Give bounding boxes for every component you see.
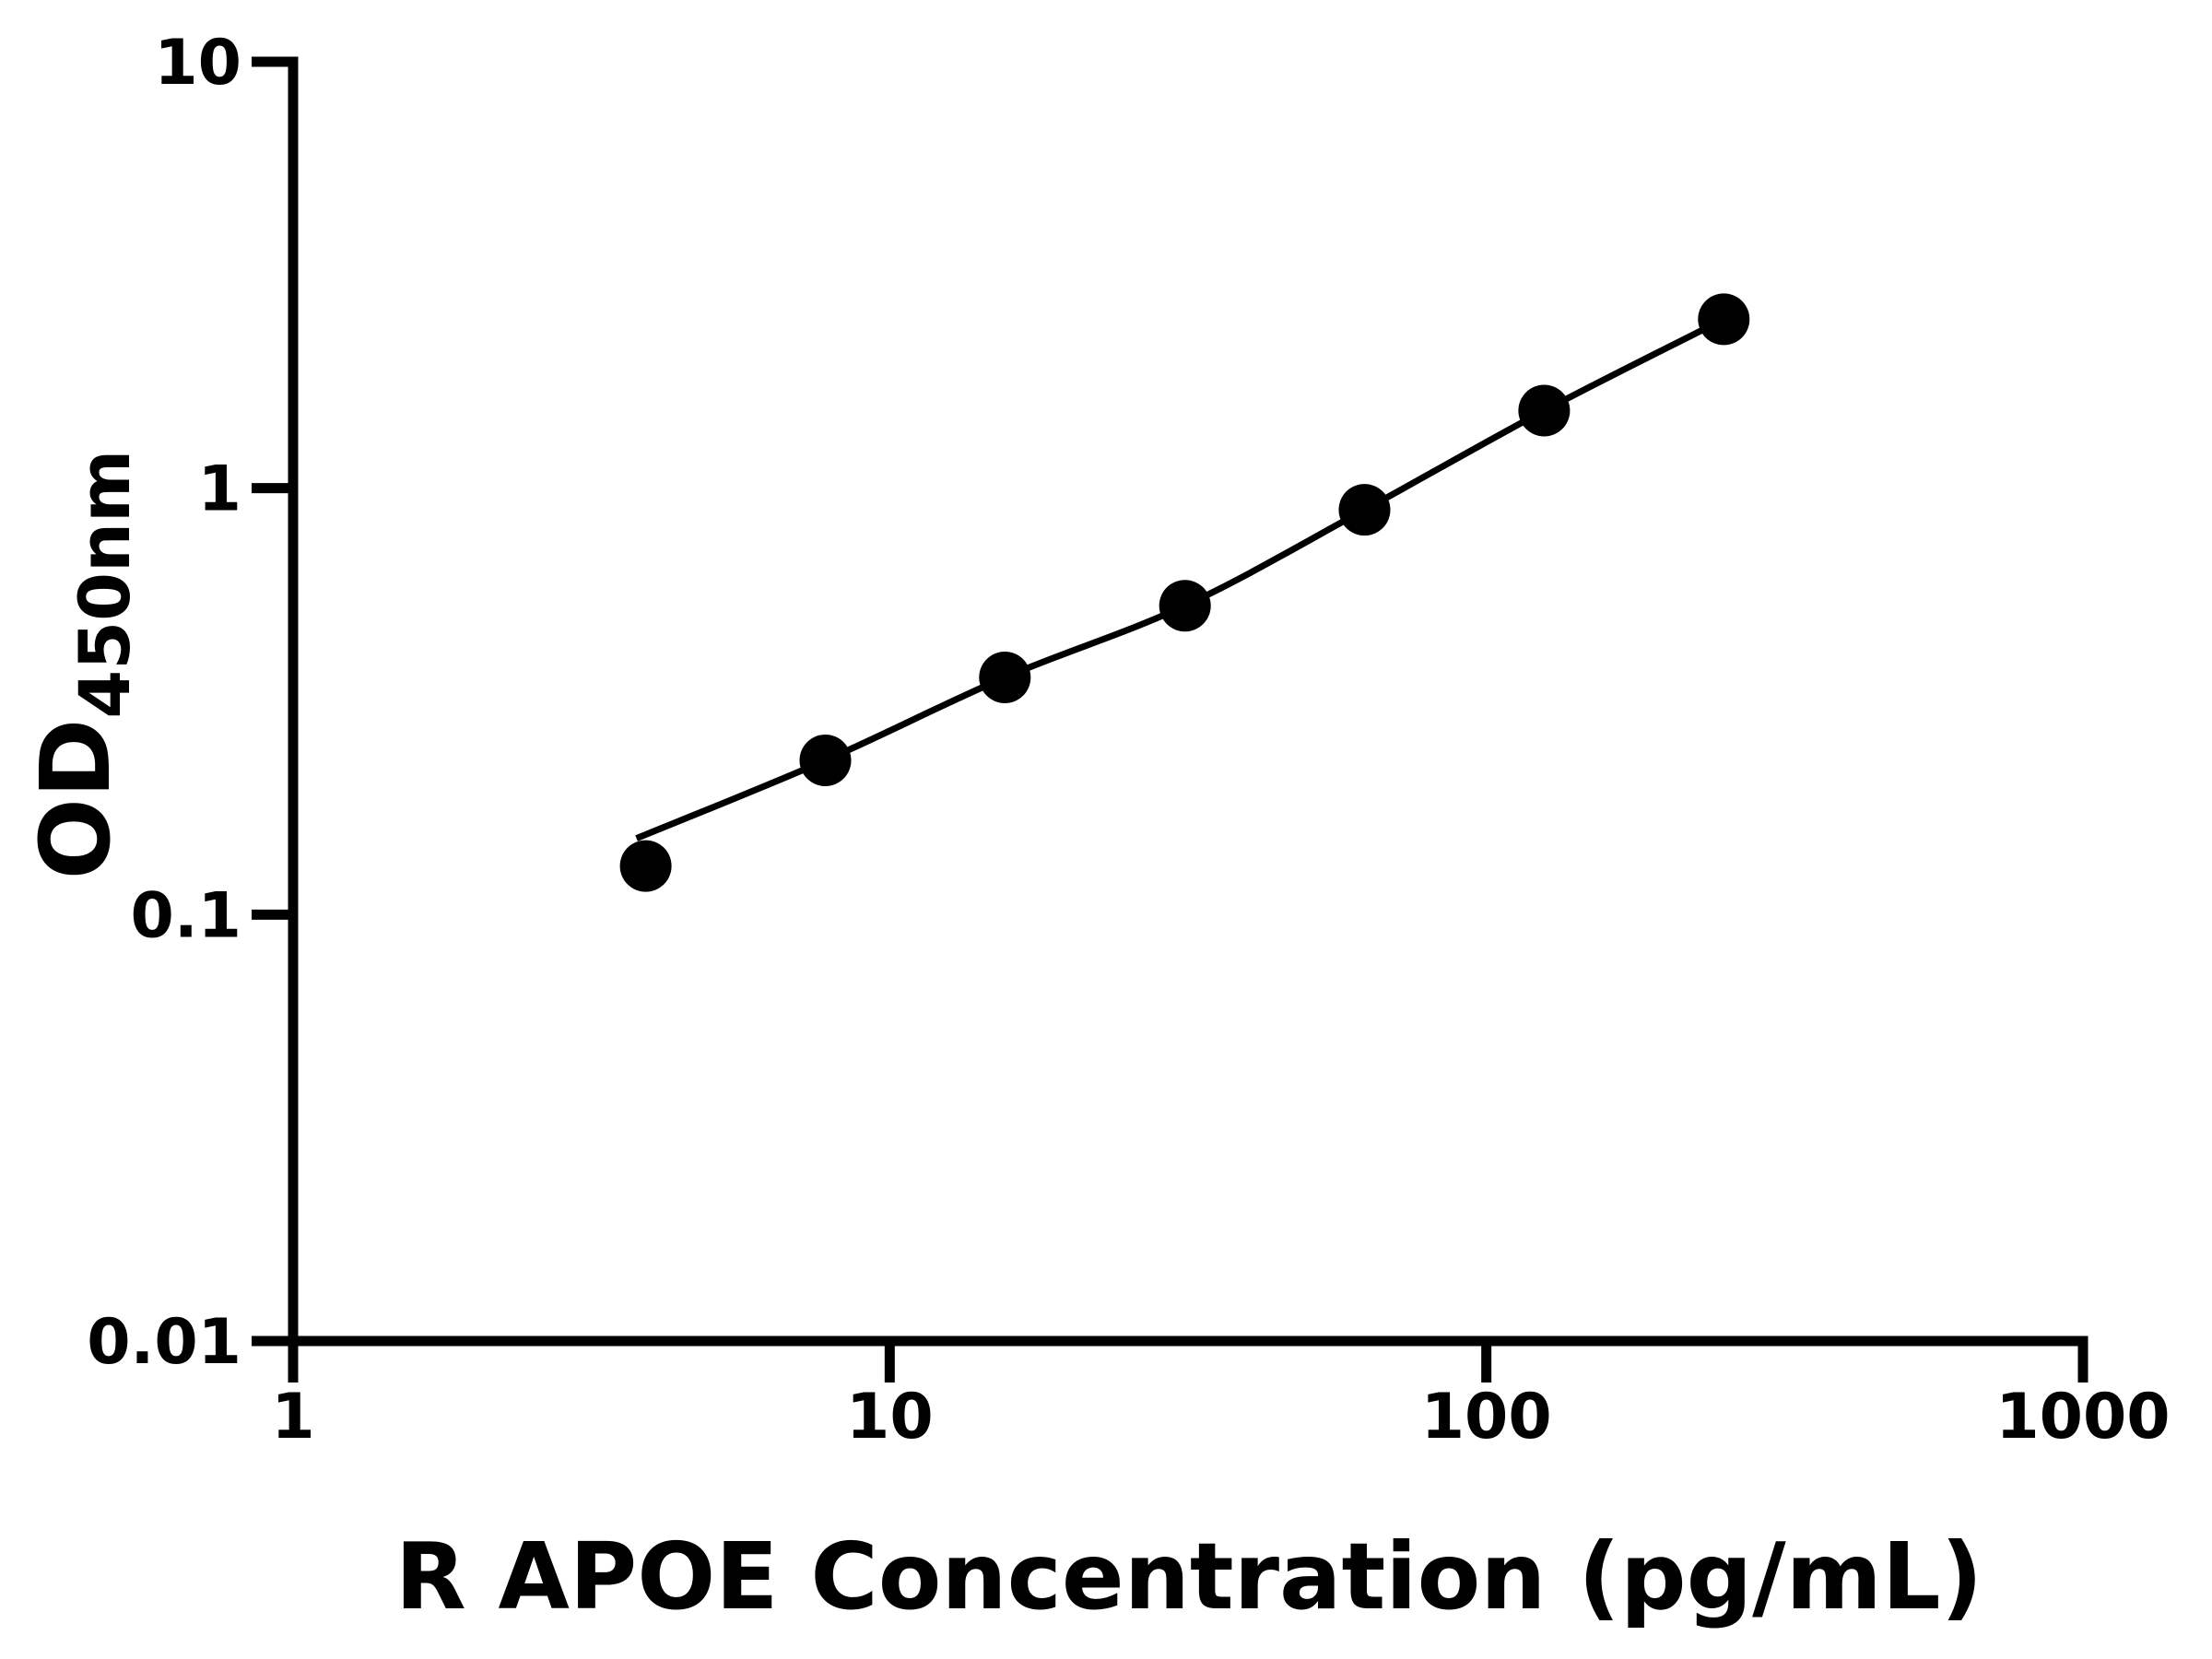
data-point-marker: [1698, 293, 1750, 346]
y-axis-title-subscript: 450nm: [64, 450, 146, 719]
x-tick-label: 1000: [1995, 1381, 2170, 1453]
data-series-layer: [619, 293, 1750, 892]
y-axis-title-main: OD: [19, 719, 132, 880]
x-axis-ticks: [288, 1341, 2088, 1382]
axis-spines: [288, 56, 2088, 1347]
data-point-marker: [619, 840, 672, 892]
data-point-marker: [1159, 580, 1211, 632]
data-point-marker: [1518, 384, 1571, 437]
y-tick-label: 1: [198, 453, 241, 526]
y-axis-title: OD450nm: [19, 450, 146, 880]
y-axis-ticks: [252, 56, 293, 1347]
data-point-marker: [1338, 484, 1391, 536]
x-tick-label: 1: [271, 1381, 314, 1453]
x-axis-tick-labels: 1 10 100 1000: [271, 1381, 2170, 1453]
y-tick-label: 0.1: [131, 879, 241, 952]
data-point-marker: [979, 652, 1031, 703]
y-tick-label: 0.01: [87, 1306, 241, 1379]
x-axis-title: R APOE Concentration (pg/mL): [395, 1523, 1983, 1630]
y-axis-tick-labels: 0.01 0.1 1 10: [87, 27, 241, 1379]
x-tick-label: 10: [846, 1381, 934, 1453]
data-point-marker: [799, 735, 852, 786]
x-tick-label: 100: [1421, 1381, 1552, 1453]
y-tick-label: 10: [154, 27, 241, 100]
